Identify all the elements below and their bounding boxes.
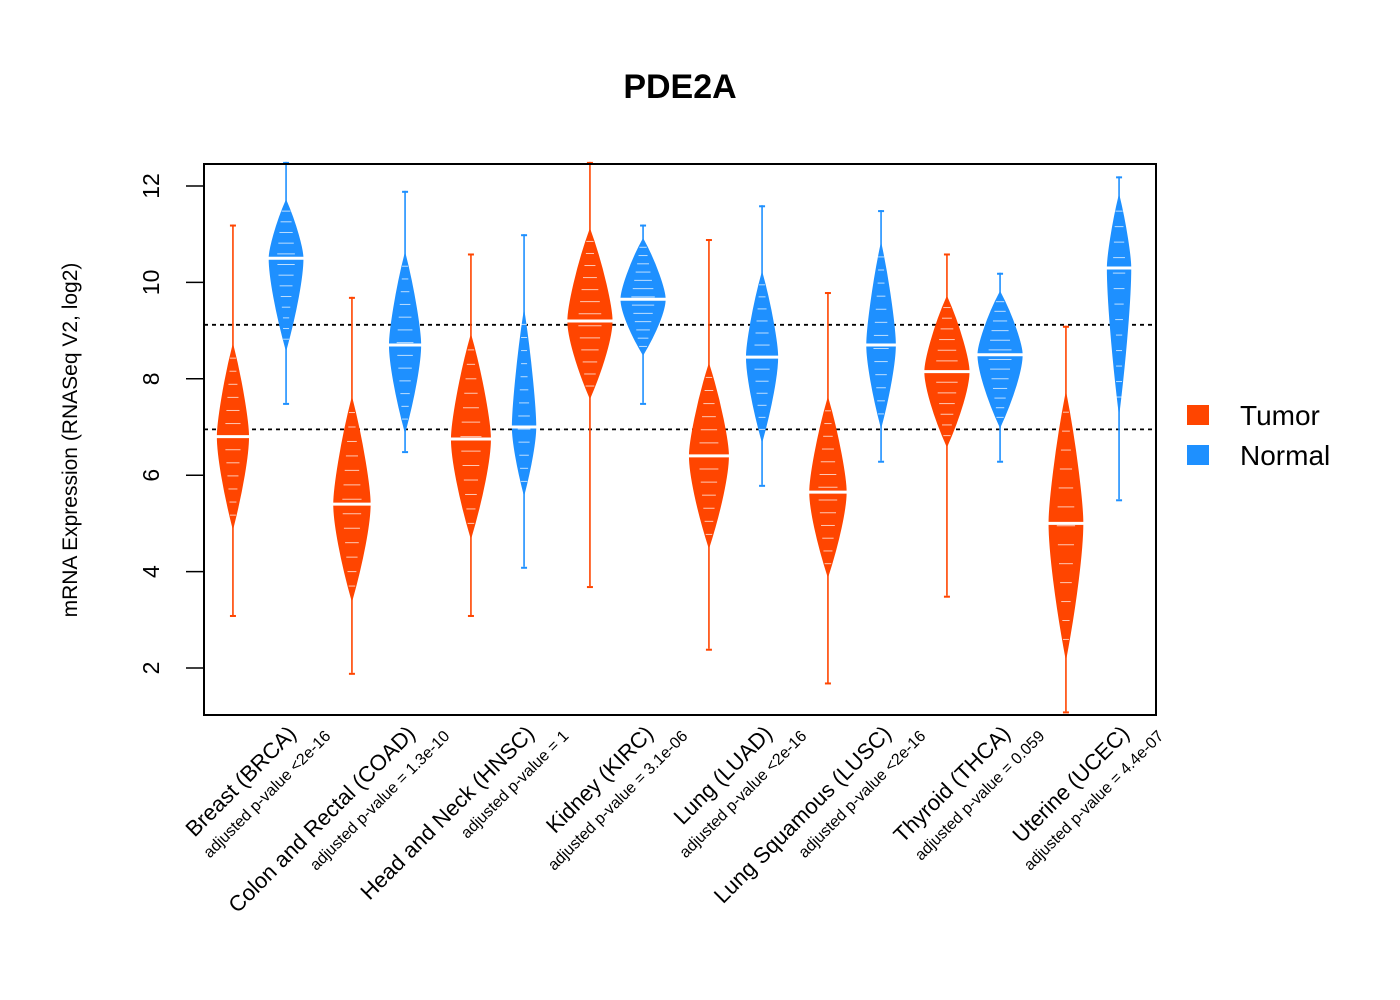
violin-normal [268,161,304,405]
y-axis-title: mRNA Expression (RNASeq V2, log2) [59,263,82,618]
violin-normal [619,224,667,405]
y-axis: 2 4 6 8 10 12 [138,173,205,675]
violin-normal [976,272,1024,463]
legend-swatch-tumor [1187,405,1209,425]
violin-tumor [566,161,614,589]
y-tick-label: 2 [138,662,164,675]
violin-tumor [923,253,971,598]
y-tick-label: 4 [138,565,164,578]
violin-tumor [688,239,730,651]
y-tick-label: 6 [138,469,164,482]
violin-tumor [332,296,372,675]
violin-tumor [1048,325,1084,714]
violin-normal [745,205,779,487]
y-tick-label: 10 [138,270,164,296]
violin-tumor [216,224,250,617]
violin-tumor [450,253,492,617]
chart-title: PDE2A [623,68,736,106]
violin-tumor [808,292,848,685]
violin-normal [511,234,537,569]
violins [216,161,1132,714]
y-tick-label: 8 [138,372,164,385]
y-tick-label: 12 [138,173,164,199]
legend-label-tumor: Tumor [1240,400,1320,431]
violin-normal [388,190,422,454]
legend-label-normal: Normal [1240,440,1330,471]
legend: Tumor Normal [1187,400,1330,471]
x-axis-labels: Breast (BRCA)adjusted p-value <2e-16Colo… [180,721,1167,918]
legend-swatch-normal [1187,445,1209,465]
violin-normal [865,210,897,463]
violin-normal [1106,176,1132,502]
